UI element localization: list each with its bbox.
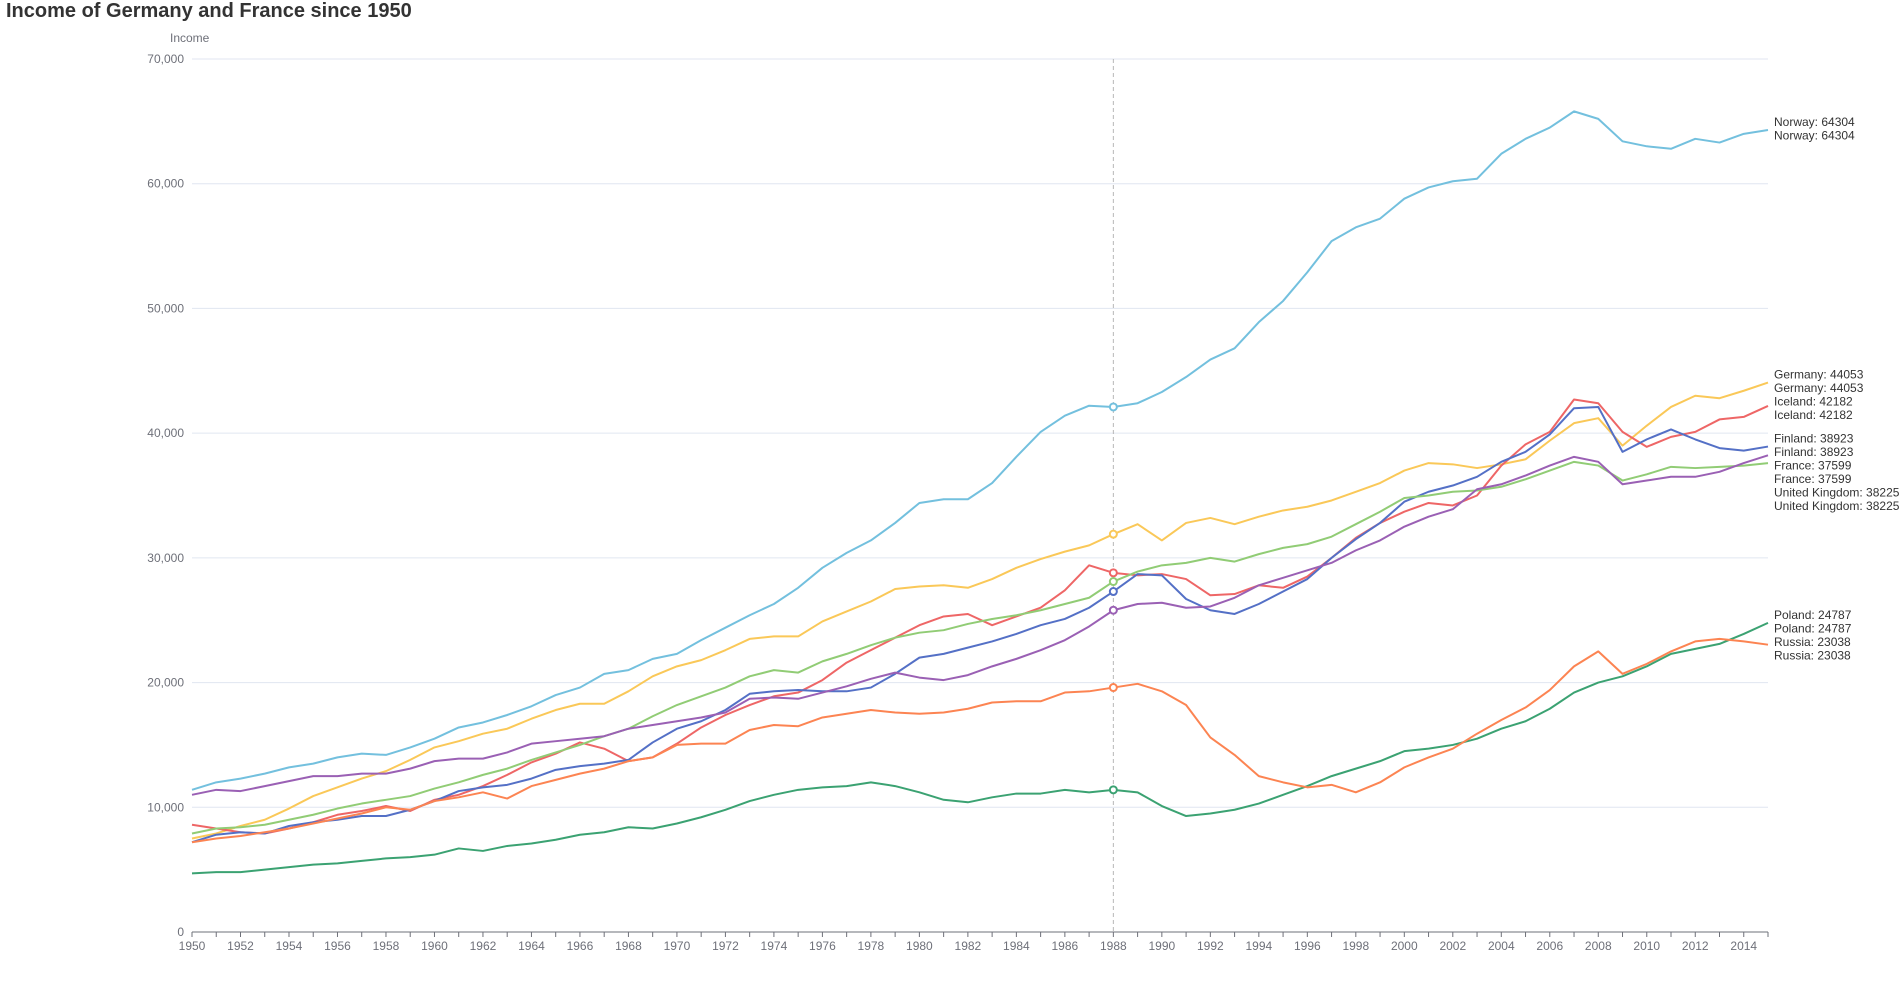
- y-axis-title: Income: [170, 31, 210, 45]
- end-label-united-kingdom: United Kingdom: 38225: [1774, 486, 1900, 500]
- series-line-united-kingdom: [191, 460, 1769, 835]
- end-label-iceland: Iceland: 42182: [1774, 408, 1853, 422]
- series-line-russia: [191, 637, 1769, 844]
- x-tick-label: 1970: [664, 939, 691, 953]
- series-line-iceland: [191, 398, 1769, 835]
- x-tick-label: 1998: [1342, 939, 1369, 953]
- x-tick-label: 2002: [1439, 939, 1466, 953]
- end-label-france: France: 37599: [1774, 472, 1852, 486]
- series-line-france: [191, 454, 1769, 796]
- end-label-france: France: 37599: [1774, 459, 1852, 473]
- x-tick-label: 1954: [276, 939, 303, 953]
- x-tick-label: 1986: [1052, 939, 1079, 953]
- x-tick-label: 1974: [761, 939, 788, 953]
- grid-lines: [192, 58, 1768, 808]
- y-tick-label: 20,000: [147, 676, 184, 690]
- series-line-germany: [191, 381, 1769, 840]
- highlight-point-russia: [1108, 683, 1118, 693]
- end-label-iceland: Iceland: 42182: [1774, 395, 1853, 409]
- end-label-poland: Poland: 24787: [1774, 608, 1852, 622]
- x-tick-label: 2012: [1682, 939, 1709, 953]
- highlight-point-united-kingdom: [1108, 577, 1118, 587]
- end-label-finland: Finland: 38923: [1774, 445, 1854, 459]
- series-line-finland: [191, 405, 1769, 844]
- y-tick-label: 60,000: [147, 177, 184, 191]
- series-lines: [191, 110, 1769, 875]
- end-label-germany: Germany: 44053: [1774, 368, 1864, 382]
- end-label-russia: Russia: 23038: [1774, 635, 1851, 649]
- x-tick-label: 1952: [227, 939, 254, 953]
- highlight-point-france: [1108, 605, 1118, 615]
- x-tick-label: 1972: [712, 939, 739, 953]
- x-tick-label: 1992: [1197, 939, 1224, 953]
- y-tick-label: 70,000: [147, 52, 184, 66]
- x-tick-label: 1964: [518, 939, 545, 953]
- highlight-point-iceland: [1108, 568, 1118, 578]
- chart-title: Income of Germany and France since 1950: [6, 0, 412, 22]
- highlight-markers: [1108, 402, 1118, 795]
- x-tick-label: 1982: [955, 939, 982, 953]
- x-tick-label: 1980: [906, 939, 933, 953]
- y-tick-label: 50,000: [147, 301, 184, 315]
- end-label-norway: Norway: 64304: [1774, 115, 1855, 129]
- series-line-poland: [191, 621, 1769, 875]
- x-tick-label: 1996: [1294, 939, 1321, 953]
- x-tick-label: 2014: [1730, 939, 1757, 953]
- x-tick-label: 1960: [421, 939, 448, 953]
- series-line-norway: [191, 110, 1769, 791]
- highlight-point-finland: [1108, 587, 1118, 597]
- highlight-point-poland: [1108, 785, 1118, 795]
- y-tick-label: 30,000: [147, 551, 184, 565]
- y-tick-label: 0: [177, 925, 184, 939]
- x-tick-label: 2006: [1536, 939, 1563, 953]
- x-tick-label: 1976: [809, 939, 836, 953]
- x-tick-label: 1990: [1148, 939, 1175, 953]
- x-tick-label: 1978: [858, 939, 885, 953]
- highlight-point-norway: [1108, 402, 1118, 412]
- x-tick-label: 2004: [1488, 939, 1515, 953]
- x-tick-label: 1950: [179, 939, 206, 953]
- x-tick-label: 1956: [324, 939, 351, 953]
- x-tick-label: 1984: [1003, 939, 1030, 953]
- end-label-germany: Germany: 44053: [1774, 381, 1864, 395]
- y-tick-label: 40,000: [147, 426, 184, 440]
- end-label-finland: Finland: 38923: [1774, 432, 1854, 446]
- y-tick-label: 10,000: [147, 800, 184, 814]
- x-tick-label: 2008: [1585, 939, 1612, 953]
- end-label-united-kingdom: United Kingdom: 38225: [1774, 499, 1900, 513]
- highlight-point-germany: [1108, 529, 1118, 539]
- x-tick-label: 1994: [1245, 939, 1272, 953]
- end-label-russia: Russia: 23038: [1774, 648, 1851, 662]
- end-label-norway: Norway: 64304: [1774, 129, 1855, 143]
- x-tick-label: 1968: [615, 939, 642, 953]
- end-label-poland: Poland: 24787: [1774, 621, 1852, 635]
- x-tick-label: 2000: [1391, 939, 1418, 953]
- x-tick-label: 2010: [1633, 939, 1660, 953]
- x-tick-label: 1962: [470, 939, 497, 953]
- axes: 0 10,000 20,000 30,000 40,000 50,000 60,000 70,…: [147, 52, 1769, 953]
- x-tick-label: 1966: [567, 939, 594, 953]
- x-tick-label: 1988: [1100, 939, 1127, 953]
- x-tick-label: 1958: [373, 939, 400, 953]
